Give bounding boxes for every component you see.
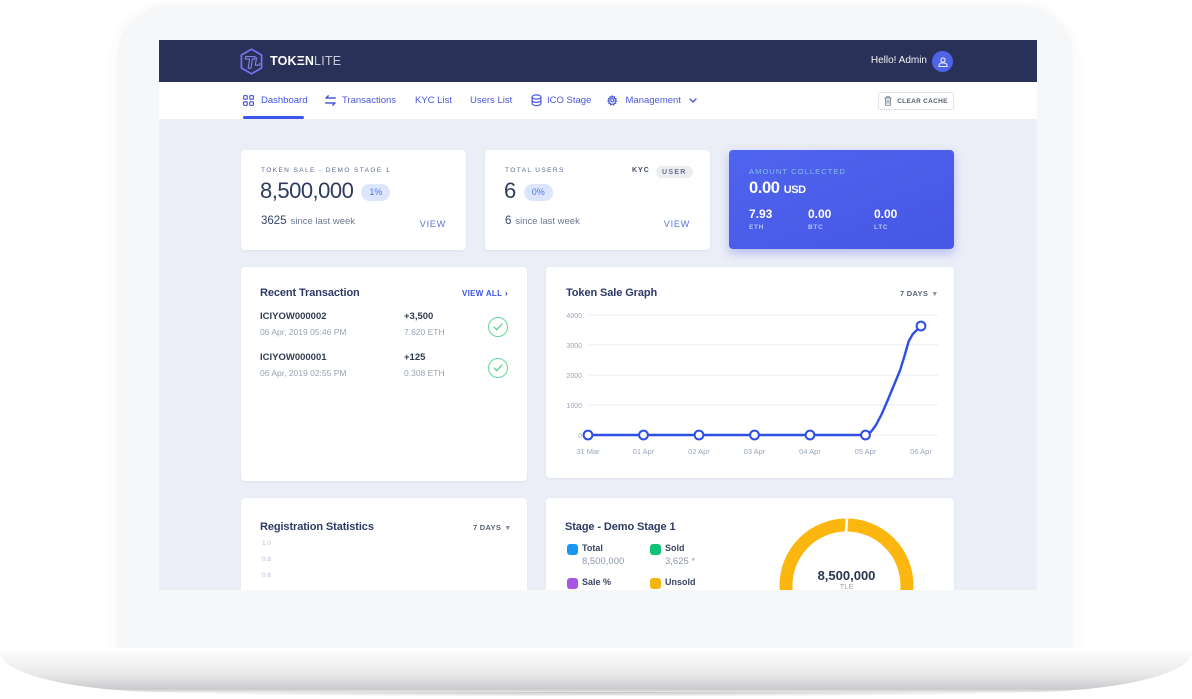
svg-text:1000: 1000	[566, 403, 582, 410]
svg-text:02 Apr: 02 Apr	[688, 447, 710, 456]
svg-text:2000: 2000	[566, 373, 582, 380]
svg-text:03 Apr: 03 Apr	[744, 447, 766, 456]
svg-text:0: 0	[578, 433, 582, 440]
svg-text:31 Mar: 31 Mar	[576, 447, 600, 456]
svg-text:4000: 4000	[566, 313, 582, 320]
svg-text:3000: 3000	[566, 343, 582, 350]
svg-text:01 Apr: 01 Apr	[633, 447, 655, 456]
svg-text:06 Apr: 06 Apr	[910, 447, 932, 456]
svg-text:05 Apr: 05 Apr	[855, 447, 877, 456]
svg-text:04 Apr: 04 Apr	[799, 447, 821, 456]
